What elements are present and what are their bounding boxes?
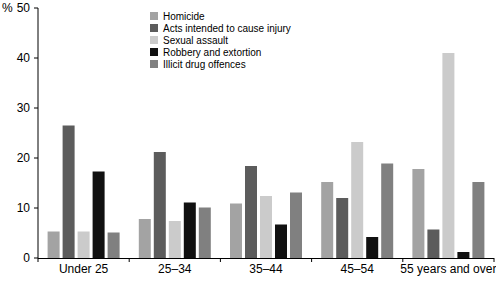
x-tick-label: 45–54 [341,262,375,276]
bar [366,237,378,258]
bar [351,142,363,258]
chart: 0 10 20 30 40 50% Under 25 25–34 35–44 45–54 55 ye… [0,0,496,284]
legend-label: Acts intended to cause injury [163,23,291,34]
bar [321,182,333,258]
bars [48,53,485,258]
bar [472,182,484,258]
legend-label: Robbery and extortion [163,47,261,58]
x-tick-label: 35–44 [249,262,283,276]
bar [412,169,424,258]
y-tick-label: 30 [17,101,31,115]
y-tick [34,158,38,159]
y-tick-label: 50 [17,1,31,15]
x-axis [38,258,494,259]
x-tick-label: 25–34 [158,262,192,276]
bar [290,193,302,259]
bar [336,198,348,258]
bar [63,126,75,259]
legend-swatch [150,36,158,44]
bar [442,53,454,258]
bar [93,172,105,259]
legend-swatch [150,12,158,20]
x-tick [220,258,221,262]
bar [381,164,393,259]
x-tick [129,258,130,262]
x-tick-label: Under 25 [59,262,109,276]
x-tick-label: 55 years and over [400,262,496,276]
y-tick-label: 20 [17,151,31,165]
bar [154,152,166,258]
legend-label: Sexual assault [163,35,228,46]
bar [184,203,196,259]
bar [139,219,151,258]
x-tick [38,258,39,262]
y-tick-label: 10 [17,201,31,215]
bar [78,232,90,259]
bar [245,166,257,258]
bar [427,230,439,259]
bar [230,204,242,259]
bar [260,196,272,258]
legend-label: Illicit drug offences [163,59,246,70]
y-tick [34,208,38,209]
legend: HomicideActs intended to cause injurySex… [150,11,291,70]
legend-swatch [150,24,158,32]
bar [48,232,60,259]
y-tick-label: 40 [17,51,31,65]
y-tick-label: 0 [23,251,30,265]
bar [169,221,181,258]
x-tick [311,258,312,262]
bar [199,208,211,259]
legend-swatch [150,48,158,56]
y-tick [34,108,38,109]
y-tick [34,8,38,9]
bar [457,252,469,258]
y-axis [38,8,39,258]
y-tick [34,258,38,259]
y-tick [34,58,38,59]
legend-swatch [150,60,158,68]
bar [275,225,287,259]
y-axis-label: % [2,1,13,15]
bar [108,233,120,259]
legend-label: Homicide [163,11,205,22]
